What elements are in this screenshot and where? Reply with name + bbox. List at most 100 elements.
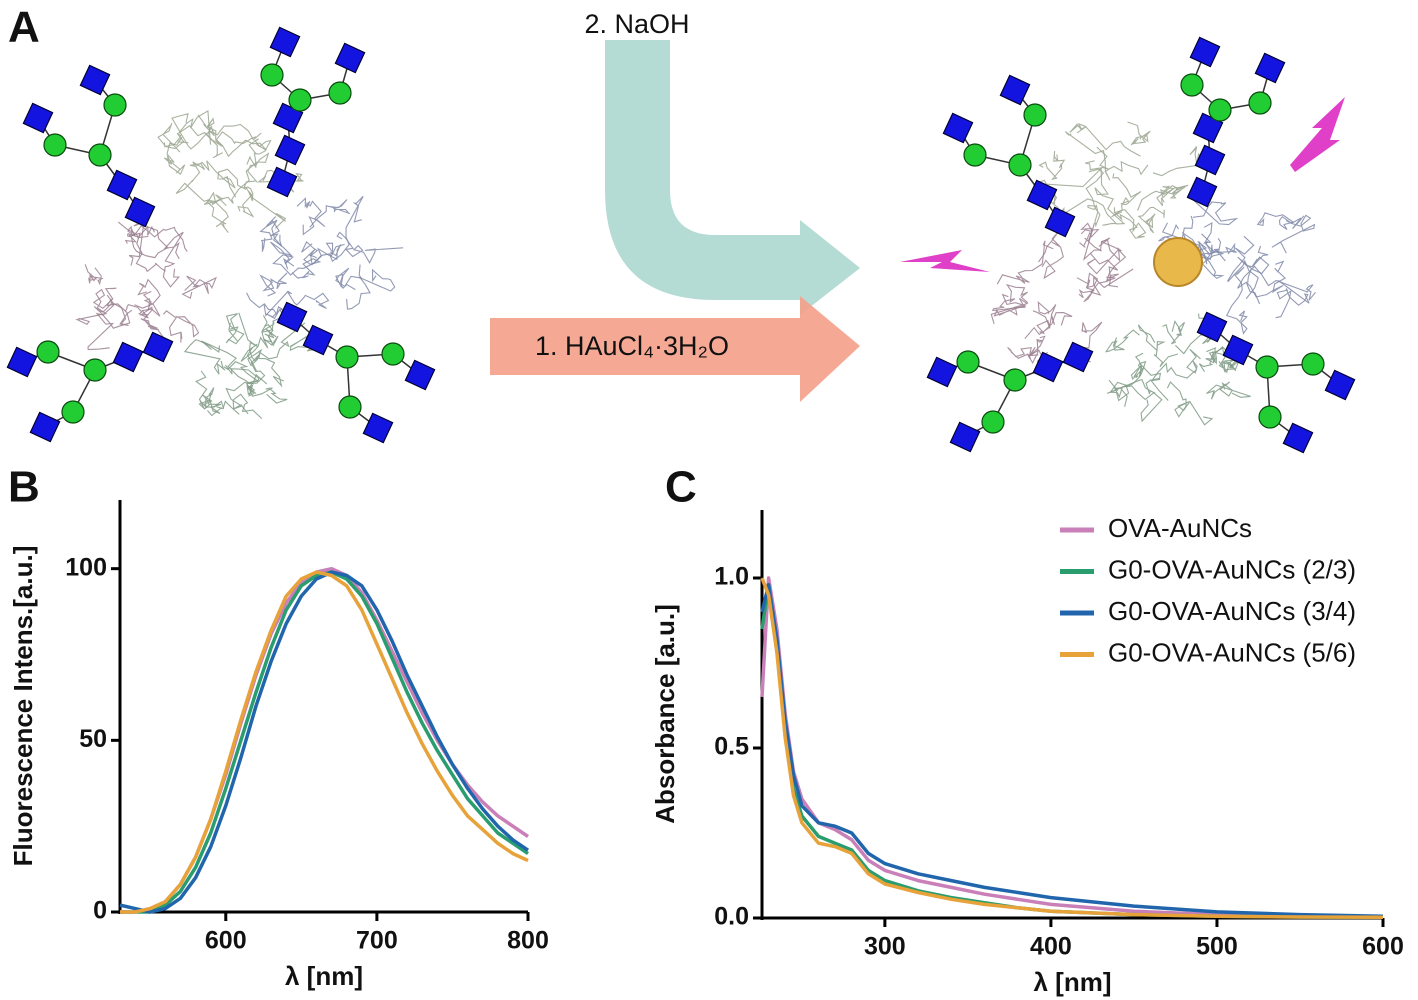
mannose	[1008, 153, 1032, 177]
protein-chain	[1237, 256, 1270, 305]
protein-chain	[189, 160, 236, 189]
protein-chain	[178, 109, 223, 159]
y-tick-label: 1.0	[714, 563, 749, 591]
gold-cluster	[1153, 237, 1203, 287]
series-line	[119, 570, 529, 914]
glcnac	[276, 301, 308, 333]
x-tick-label: 400	[1030, 933, 1072, 961]
protein-chain	[1271, 214, 1316, 254]
protein-chain	[211, 152, 270, 206]
protein-chain	[1111, 173, 1142, 218]
protein-chain	[1106, 378, 1169, 401]
protein-chain	[996, 240, 1054, 285]
protein-chain	[1156, 184, 1179, 207]
protein-chain	[335, 264, 363, 291]
protein-chain	[127, 225, 166, 273]
mannose	[1180, 73, 1204, 97]
protein-chain	[991, 283, 1029, 312]
protein-chain	[1158, 215, 1199, 249]
gold-arrow	[490, 296, 860, 402]
glcnac	[1282, 422, 1314, 454]
series-line	[760, 583, 1384, 919]
protein-chain	[1206, 381, 1251, 400]
protein-chain	[75, 287, 117, 325]
mannose	[43, 133, 67, 157]
reagent-label: 2. NaOH	[584, 9, 689, 39]
series-line	[760, 577, 1384, 920]
glcnac	[404, 359, 436, 391]
protein-chain	[201, 340, 266, 385]
protein-chain	[309, 199, 350, 228]
glcnac	[142, 331, 174, 363]
mannose	[103, 93, 127, 117]
mannose	[381, 342, 405, 366]
protein-chain	[1137, 184, 1189, 211]
protein-chain	[1113, 207, 1147, 239]
mannose	[1023, 103, 1047, 127]
protein-chain	[1227, 235, 1259, 300]
protein-chain	[1252, 245, 1316, 301]
glcnac	[334, 42, 366, 74]
glcnac	[1186, 176, 1218, 208]
protein-chain	[1190, 198, 1239, 226]
panel-label: A	[8, 3, 40, 52]
series-line	[760, 583, 1384, 920]
protein-chain	[346, 268, 396, 310]
protein-chain	[238, 312, 263, 373]
protein-chain	[223, 361, 259, 415]
glcnac	[1026, 179, 1058, 211]
x-tick-label: 300	[864, 933, 906, 961]
glcnac	[29, 411, 61, 443]
protein-chain	[259, 272, 288, 297]
protein-chain	[139, 306, 164, 338]
x-tick-label: 800	[507, 927, 549, 955]
legend-label: OVA-AuNCs	[1108, 513, 1252, 543]
mannose	[36, 340, 60, 364]
y-tick-label: 0	[93, 897, 107, 925]
protein-chain	[1256, 212, 1295, 230]
reagent-label: 1. HAuCl₄·3H₂O	[535, 331, 729, 361]
protein-chain	[246, 138, 272, 168]
mannose	[260, 63, 284, 87]
protein-chain	[1024, 312, 1073, 340]
mannose	[88, 143, 112, 167]
protein-chain	[1198, 345, 1225, 372]
protein-chain	[87, 298, 131, 351]
protein-chain	[1198, 238, 1222, 265]
series-line	[120, 570, 529, 914]
series-line	[760, 576, 1384, 919]
x-axis-title: λ [nm]	[285, 961, 363, 991]
y-axis-title: Absorbance [a.u.]	[650, 604, 680, 824]
lightning	[1290, 97, 1345, 172]
glcnac	[269, 26, 301, 58]
glcnac	[942, 112, 974, 144]
panel-label: C	[665, 463, 697, 512]
protein-chain	[1089, 253, 1134, 296]
protein-chain	[224, 364, 268, 397]
mannose	[1248, 91, 1272, 115]
protein-chain	[263, 290, 330, 317]
y-tick-label: 0.5	[714, 733, 749, 761]
glcnac	[362, 412, 394, 444]
glcnac	[1196, 311, 1228, 343]
glcnac	[112, 341, 144, 373]
protein-chain	[162, 310, 200, 343]
glcnac	[999, 74, 1031, 106]
glcnac	[1044, 206, 1076, 238]
y-tick-label: 100	[65, 553, 107, 581]
protein-chain	[1113, 385, 1163, 423]
protein-chain	[272, 242, 334, 276]
mannose	[83, 358, 107, 382]
protein-chain	[291, 249, 322, 279]
glcnac	[124, 196, 156, 228]
protein-chain	[336, 231, 404, 264]
protein-chain	[175, 179, 227, 206]
protein-chain	[246, 383, 288, 404]
glcnac	[1222, 334, 1254, 366]
protein-chain	[1085, 160, 1126, 225]
protein-chain	[117, 218, 146, 266]
protein-chain	[1137, 324, 1178, 368]
y-axis-title: Fluorescence Intens.[a.u.]	[8, 546, 38, 867]
protein-chain	[1032, 300, 1057, 330]
